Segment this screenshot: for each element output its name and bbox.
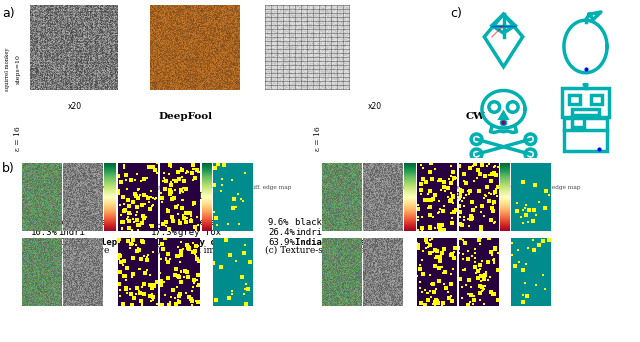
Text: black swan: black swan bbox=[295, 218, 349, 227]
Text: 81.4%: 81.4% bbox=[31, 238, 58, 247]
Text: steps=10: steps=10 bbox=[15, 54, 20, 84]
Text: c): c) bbox=[450, 7, 462, 20]
Circle shape bbox=[500, 120, 507, 126]
Text: (c) Texture-shape cue conflict: (c) Texture-shape cue conflict bbox=[265, 246, 402, 255]
Text: 71.1%: 71.1% bbox=[151, 238, 178, 247]
Text: paper towel   adv. img - img   edge map   edge map adv.   diff. edge map: paper towel adv. img - img edge map edge… bbox=[369, 185, 580, 190]
Text: Indian elephant: Indian elephant bbox=[58, 238, 139, 247]
Text: x20: x20 bbox=[68, 102, 82, 111]
Text: 9.6%: 9.6% bbox=[268, 218, 289, 227]
Text: black swan: black swan bbox=[58, 218, 112, 227]
Bar bbox=[572, 108, 600, 115]
Text: 26.4%: 26.4% bbox=[268, 228, 295, 237]
Text: (b) Content image: (b) Content image bbox=[148, 246, 232, 255]
Text: 8.2%: 8.2% bbox=[31, 218, 52, 227]
Text: x20: x20 bbox=[368, 102, 382, 111]
Text: (a) Texture image: (a) Texture image bbox=[28, 246, 109, 255]
Text: a): a) bbox=[2, 7, 15, 20]
Text: 3.3%: 3.3% bbox=[151, 218, 173, 227]
Text: tabby cat: tabby cat bbox=[178, 238, 227, 247]
Text: grey fox: grey fox bbox=[178, 228, 221, 237]
Text: DeepFool: DeepFool bbox=[158, 112, 212, 121]
Text: Siamese cat: Siamese cat bbox=[178, 218, 237, 227]
Text: indri: indri bbox=[295, 228, 322, 237]
Text: steps=1000: steps=1000 bbox=[316, 50, 321, 88]
Text: squirrel monkey: squirrel monkey bbox=[6, 47, 10, 91]
Circle shape bbox=[583, 82, 588, 87]
Text: ε = 16: ε = 16 bbox=[314, 127, 322, 152]
Text: Indian elephant: Indian elephant bbox=[295, 238, 376, 247]
Bar bbox=[568, 95, 580, 104]
Text: paper towel   adv. img - img   edge map    edge map adv.   diff. edge map: paper towel adv. img - img edge map edge… bbox=[78, 185, 292, 190]
Text: giant panda: giant panda bbox=[307, 53, 312, 85]
Text: ε = 16: ε = 16 bbox=[14, 127, 22, 152]
Text: 17.3%: 17.3% bbox=[151, 228, 178, 237]
Text: 10.3%: 10.3% bbox=[31, 228, 58, 237]
Text: 63.9%: 63.9% bbox=[268, 238, 295, 247]
Text: b): b) bbox=[2, 162, 15, 175]
Text: indri: indri bbox=[58, 228, 85, 237]
Text: PGD-40: PGD-40 bbox=[452, 192, 497, 201]
Bar bbox=[591, 95, 602, 104]
Bar bbox=[564, 118, 607, 150]
Text: CW: CW bbox=[465, 112, 485, 121]
Bar bbox=[572, 116, 584, 127]
Text: FGSM: FGSM bbox=[168, 192, 203, 201]
Bar bbox=[563, 88, 609, 117]
